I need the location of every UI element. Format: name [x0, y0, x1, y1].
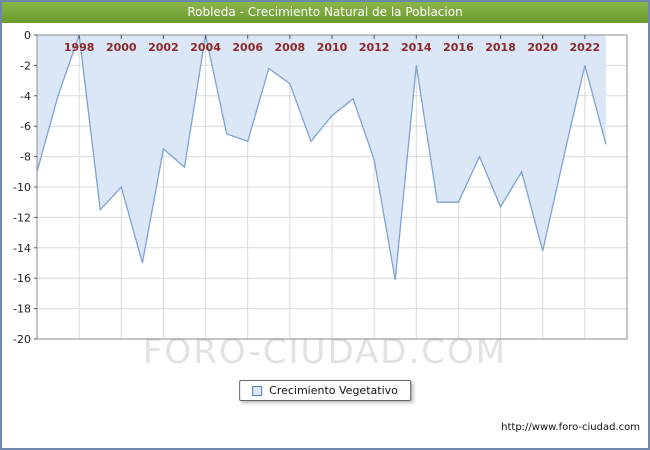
legend-label: Crecimiento Vegetativo — [269, 384, 398, 397]
svg-text:-4: -4 — [20, 90, 31, 103]
svg-text:2004: 2004 — [190, 41, 221, 54]
svg-text:-14: -14 — [13, 242, 31, 255]
legend-swatch-icon — [252, 385, 263, 396]
svg-text:2008: 2008 — [275, 41, 306, 54]
svg-text:2022: 2022 — [570, 41, 601, 54]
svg-text:-8: -8 — [20, 151, 31, 164]
chart-title-bar: Robleda - Crecimiento Natural de la Pobl… — [2, 2, 648, 23]
svg-text:2010: 2010 — [317, 41, 348, 54]
svg-text:2000: 2000 — [106, 41, 137, 54]
svg-text:-6: -6 — [20, 120, 31, 133]
svg-text:1998: 1998 — [64, 41, 95, 54]
footer-url: http://www.foro-ciudad.com — [501, 422, 640, 433]
svg-text:-16: -16 — [13, 272, 31, 285]
svg-text:2018: 2018 — [485, 41, 516, 54]
svg-text:2014: 2014 — [401, 41, 432, 54]
legend-box: Crecimiento Vegetativo — [239, 380, 411, 401]
svg-text:2020: 2020 — [527, 41, 558, 54]
svg-text:-12: -12 — [13, 211, 31, 224]
svg-text:0: 0 — [24, 29, 31, 42]
chart-title: Robleda - Crecimiento Natural de la Pobl… — [187, 5, 463, 19]
svg-text:-2: -2 — [20, 59, 31, 72]
svg-text:-10: -10 — [13, 181, 31, 194]
svg-text:2012: 2012 — [359, 41, 390, 54]
svg-text:2006: 2006 — [232, 41, 263, 54]
svg-text:2002: 2002 — [148, 41, 179, 54]
svg-text:2016: 2016 — [443, 41, 474, 54]
svg-text:-20: -20 — [13, 333, 31, 346]
svg-text:-18: -18 — [13, 303, 31, 316]
